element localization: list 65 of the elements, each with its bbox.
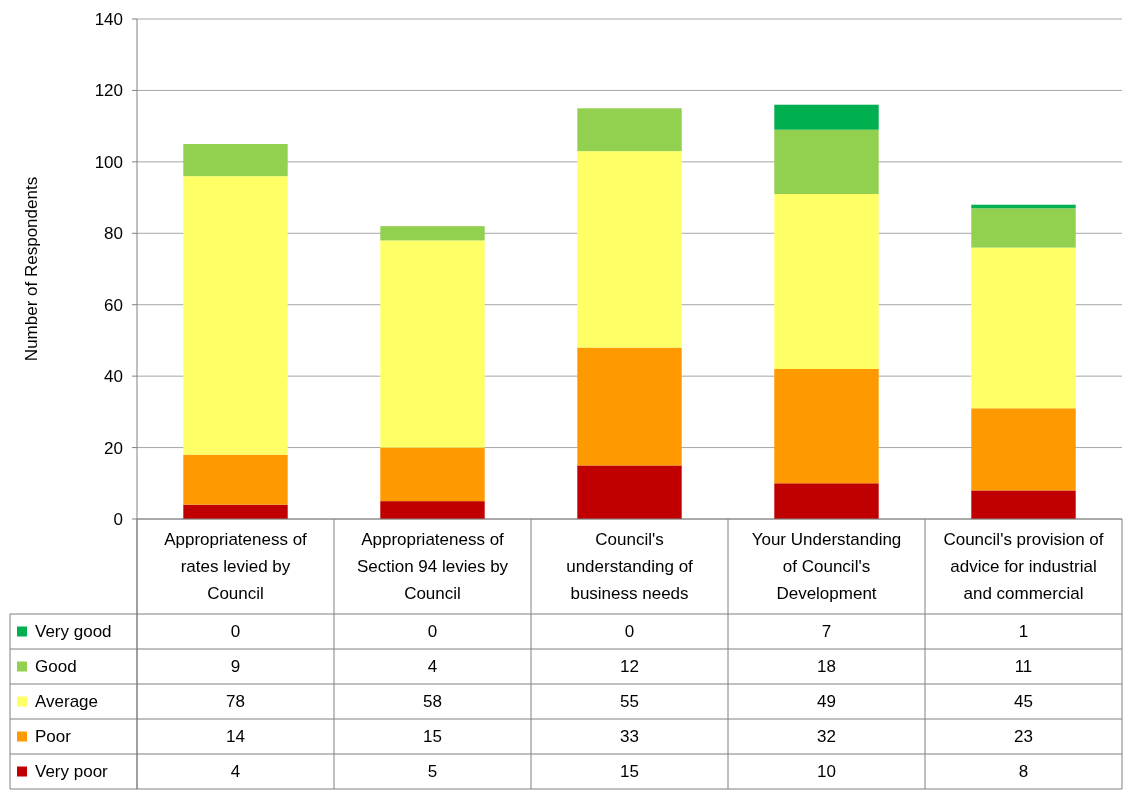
- data-label: 23: [1014, 727, 1033, 747]
- data-label: 10: [817, 762, 836, 782]
- bar: [577, 347, 682, 466]
- legend-label: Very good: [35, 622, 112, 642]
- data-label: 55: [620, 692, 639, 712]
- data-label: 0: [427, 622, 438, 642]
- y-tick-label: 120: [94, 81, 123, 101]
- bar: [774, 129, 879, 194]
- bar: [380, 226, 485, 241]
- bar: [971, 208, 1076, 248]
- bar: [774, 194, 879, 369]
- bar: [380, 447, 485, 502]
- data-label: 58: [423, 692, 442, 712]
- data-label: 8: [1018, 762, 1029, 782]
- data-label: 11: [1014, 657, 1033, 677]
- x-tick-label: Appropriateness of Section 94 levies by Council: [356, 530, 509, 604]
- bar: [774, 369, 879, 484]
- data-label: 0: [624, 622, 635, 642]
- legend-label: Good: [35, 657, 77, 677]
- data-label: 49: [817, 692, 836, 712]
- data-label: 15: [423, 727, 442, 747]
- bar: [971, 247, 1076, 409]
- y-tick-label: 140: [94, 9, 123, 29]
- bar: [577, 108, 682, 152]
- bar: [971, 408, 1076, 491]
- x-tick-label: Council's provision of advice for industrial and commercial: [943, 530, 1104, 604]
- bar: [774, 104, 879, 130]
- bar: [183, 176, 288, 455]
- y-tick-label: 20: [104, 438, 123, 458]
- legend-label: Average: [35, 692, 99, 712]
- y-tick-label: 100: [94, 152, 123, 172]
- bar: [380, 240, 485, 448]
- data-label: 4: [230, 762, 241, 782]
- data-label: 4: [427, 657, 438, 677]
- y-tick-label: 0: [113, 509, 123, 529]
- x-tick-label: Appropriateness of rates levied by Council: [164, 530, 308, 604]
- y-tick-label: 80: [104, 224, 123, 244]
- y-tick-label: 60: [104, 295, 123, 315]
- data-label: 9: [230, 657, 241, 677]
- data-label: 33: [620, 727, 639, 747]
- data-label: 1: [1018, 622, 1029, 642]
- bar: [380, 501, 485, 519]
- bar: [774, 483, 879, 519]
- data-label: 12: [620, 657, 639, 677]
- data-label: 15: [620, 762, 639, 782]
- data-label: 78: [226, 692, 245, 712]
- bar: [183, 144, 288, 177]
- bar: [183, 504, 288, 519]
- bar: [183, 454, 288, 505]
- bar: [577, 151, 682, 348]
- data-label: 45: [1014, 692, 1033, 712]
- y-tick-label: 40: [104, 367, 123, 387]
- bar: [971, 490, 1076, 519]
- data-label: 0: [230, 622, 241, 642]
- data-label: 18: [817, 657, 836, 677]
- x-tick-label: Your Understanding of Council's Development: [751, 530, 902, 604]
- data-label: 5: [427, 762, 438, 782]
- data-label: 7: [821, 622, 832, 642]
- legend-label: Poor: [35, 727, 72, 747]
- y-axis-title: Number of Respondents: [22, 176, 41, 362]
- bar: [577, 465, 682, 519]
- data-label: 32: [817, 727, 836, 747]
- data-label: 14: [226, 727, 245, 747]
- x-tick-label: Council's understanding of business needs: [566, 530, 694, 604]
- legend-label: Very poor: [35, 762, 109, 782]
